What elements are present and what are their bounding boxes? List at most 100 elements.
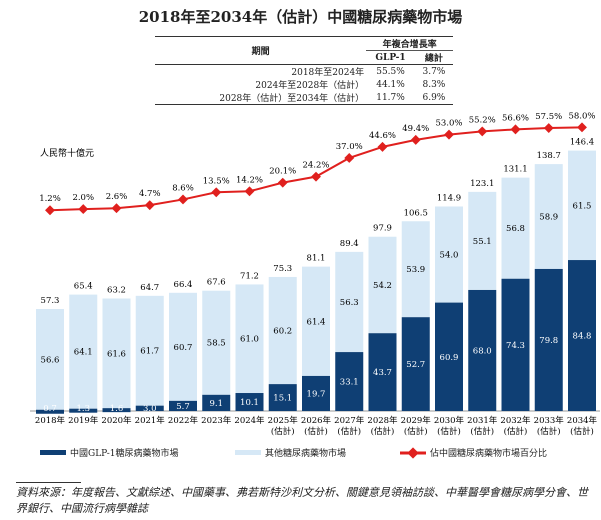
glp1-value-label: 74.3 (506, 341, 525, 351)
bar-other (501, 177, 530, 279)
legend-other: 其他糖尿病藥物市場 (235, 446, 346, 459)
bar-glp1 (202, 394, 231, 411)
bar-other (302, 266, 330, 376)
other-value-label: 56.8 (506, 224, 525, 234)
bar-glp1 (335, 352, 364, 411)
legend-label: 佔中國糖尿病藥物市場百分比 (430, 449, 548, 459)
pct-label: 37.0% (336, 142, 363, 152)
other-value-label: 60.7 (174, 343, 193, 353)
other-value-label: 61.6 (107, 349, 126, 359)
other-value-label: 61.4 (307, 317, 326, 327)
pct-label: 14.2% (236, 175, 263, 185)
glp1-value-label: 84.8 (573, 332, 592, 342)
x-tick-label: 2031年 (467, 415, 498, 426)
x-tick-label: (估計) (437, 426, 461, 437)
glp1-value-label: 43.7 (373, 368, 392, 378)
x-tick-label: 2025年 (268, 415, 299, 426)
bar-other (102, 298, 131, 409)
pct-marker (45, 205, 55, 216)
other-value-label: 61.7 (140, 347, 159, 357)
bar-glp1 (401, 317, 430, 411)
bar-glp1 (102, 408, 131, 413)
pct-label: 57.5% (535, 112, 562, 122)
x-tick-label: 2033年 (534, 415, 565, 426)
x-tick-label: 2019年 (68, 415, 99, 426)
glp1-value-label: 1.6 (110, 404, 124, 414)
total-label: 71.2 (240, 271, 259, 281)
pct-marker (178, 194, 188, 205)
x-tick-label: 2022年 (168, 415, 199, 426)
pct-marker (111, 203, 122, 214)
bar-glp1 (302, 375, 330, 411)
legend-swatch (40, 450, 66, 455)
pct-label: 4.7% (139, 189, 161, 199)
glp1-value-label: 15.1 (273, 394, 292, 404)
total-label: 123.1 (470, 179, 494, 189)
other-value-label: 58.9 (539, 213, 558, 223)
x-tick-label: 2024年 (234, 415, 265, 426)
pct-label: 49.4% (402, 124, 429, 134)
glp1-cagr: 55.5% (376, 66, 405, 77)
bar-glp1 (69, 408, 98, 413)
pct-label: 55.2% (469, 115, 496, 125)
x-tick-label: (估計) (470, 426, 494, 437)
x-tick-label: (估計) (404, 426, 428, 437)
total-label: 81.1 (307, 254, 326, 264)
bar-other (468, 191, 497, 290)
bar-other (335, 251, 364, 353)
legend-line-icon (400, 446, 426, 459)
bar-other (534, 164, 563, 269)
pct-label: 2.6% (106, 192, 128, 202)
glp1-value-label: 10.1 (240, 398, 259, 408)
pct-label: 20.1% (269, 167, 296, 177)
pct-label: 1.2% (39, 194, 61, 204)
cagr-header: 年複合增長率 (382, 40, 437, 50)
total-cagr: 6.9% (422, 92, 446, 103)
pct-marker (344, 153, 355, 163)
x-tick-label: 2018年 (35, 415, 66, 426)
source-note: 資料來源：年度報告、文獻綜述、中國藥事、弗若斯特沙利文分析、關鍵意見領袖訪談、中… (16, 486, 588, 515)
glp1-header: GLP-1 (366, 50, 415, 65)
bar-other (235, 284, 264, 394)
x-tick-label: 2020年 (101, 415, 132, 426)
y-axis-label: 人民幣十億元 (40, 147, 94, 159)
x-tick-label: (估計) (304, 426, 328, 437)
bar-glp1 (368, 333, 397, 411)
x-tick-label: (估計) (570, 426, 594, 437)
x-tick-label: 2021年 (135, 415, 166, 426)
period-header: 期間 (251, 47, 270, 57)
pct-marker (244, 186, 255, 197)
other-value-label: 55.1 (473, 237, 492, 247)
bar-glp1 (235, 393, 264, 411)
total-label: 57.3 (41, 296, 60, 306)
bar-other (69, 294, 98, 409)
other-value-label: 53.9 (406, 265, 425, 275)
divider (16, 482, 81, 483)
total-label: 89.4 (340, 239, 359, 249)
bar-other (568, 150, 596, 261)
pct-label: 2.0% (72, 193, 94, 203)
bar-glp1 (534, 268, 563, 411)
total-cagr: 3.7% (422, 66, 446, 77)
x-tick-label: 2027年 (334, 415, 365, 426)
other-value-label: 60.2 (273, 327, 292, 337)
bar-glp1 (568, 260, 596, 411)
other-value-label: 61.5 (573, 201, 592, 211)
pct-marker (510, 124, 521, 135)
glp1-value-label: 5.7 (176, 402, 190, 412)
pct-marker (311, 171, 321, 182)
glp1-value-label: 52.7 (406, 360, 425, 370)
glp1-cagr: 44.1% (376, 79, 405, 90)
total-label: 63.2 (107, 286, 126, 296)
total-label: 146.4 (570, 138, 594, 148)
bar-glp1 (501, 278, 530, 411)
glp1-value-label: 9.1 (209, 399, 223, 409)
bar-glp1 (468, 289, 497, 411)
x-tick-label: (估計) (504, 426, 528, 437)
glp1-value-label: 33.1 (340, 378, 359, 388)
bar-other (435, 206, 463, 303)
pct-marker (477, 126, 488, 137)
bar-glp1 (169, 400, 197, 411)
pct-marker (410, 134, 421, 145)
pct-marker (444, 129, 454, 140)
